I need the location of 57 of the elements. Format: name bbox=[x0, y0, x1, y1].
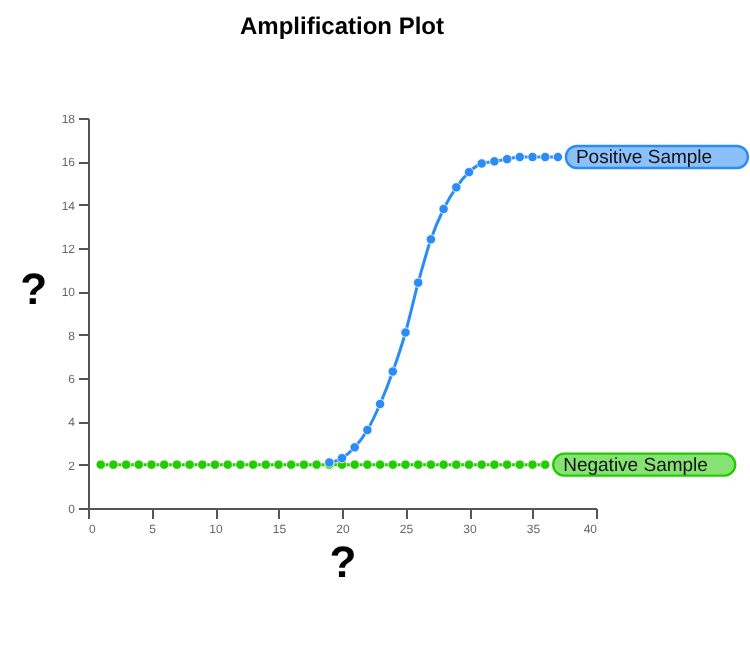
point bbox=[387, 459, 398, 470]
point bbox=[400, 327, 411, 338]
point bbox=[476, 158, 487, 169]
point bbox=[248, 459, 259, 470]
point bbox=[311, 459, 322, 470]
point bbox=[171, 459, 182, 470]
point bbox=[209, 459, 221, 470]
point bbox=[476, 459, 487, 470]
y-axis-title: ? bbox=[20, 264, 48, 314]
point bbox=[527, 151, 538, 163]
point bbox=[451, 182, 462, 193]
point bbox=[425, 459, 436, 470]
point bbox=[540, 151, 551, 163]
point bbox=[540, 459, 551, 470]
point bbox=[413, 459, 424, 470]
point bbox=[451, 459, 462, 470]
point bbox=[286, 459, 297, 470]
point bbox=[527, 459, 538, 470]
point bbox=[400, 459, 411, 470]
chart-title: Amplification Plot bbox=[240, 12, 445, 40]
point bbox=[552, 151, 563, 163]
point bbox=[133, 459, 144, 470]
point bbox=[362, 459, 373, 470]
point bbox=[222, 459, 233, 470]
point bbox=[463, 459, 475, 470]
x-axis-title: ? bbox=[329, 537, 357, 587]
point bbox=[184, 459, 195, 470]
point bbox=[349, 459, 360, 470]
point bbox=[260, 459, 271, 470]
point bbox=[413, 277, 424, 288]
point bbox=[387, 366, 398, 377]
point bbox=[146, 459, 157, 470]
point bbox=[159, 459, 170, 470]
point bbox=[235, 459, 246, 470]
point bbox=[197, 459, 208, 470]
point bbox=[502, 154, 513, 165]
point bbox=[514, 151, 525, 163]
series-label: Negative Sample bbox=[563, 454, 708, 477]
series-label: Positive Sample bbox=[575, 147, 713, 169]
point bbox=[489, 156, 500, 167]
point bbox=[375, 398, 386, 410]
point bbox=[336, 453, 348, 464]
point bbox=[463, 167, 475, 178]
point bbox=[489, 459, 500, 470]
point bbox=[375, 459, 386, 470]
point bbox=[273, 459, 284, 470]
point bbox=[349, 442, 360, 453]
point bbox=[298, 459, 309, 470]
point bbox=[514, 459, 525, 470]
point bbox=[362, 424, 373, 436]
point bbox=[95, 459, 106, 470]
point bbox=[425, 234, 436, 245]
point bbox=[438, 203, 449, 215]
point bbox=[121, 459, 132, 470]
point bbox=[438, 459, 449, 470]
point bbox=[502, 459, 513, 470]
point bbox=[108, 459, 119, 470]
